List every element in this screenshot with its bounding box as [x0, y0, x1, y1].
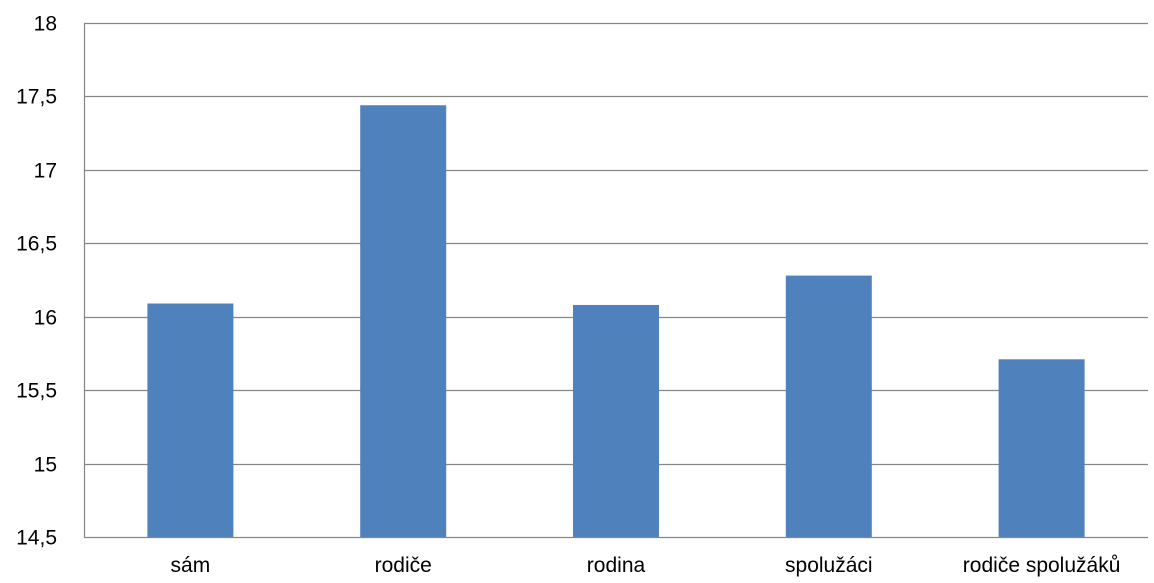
x-category-label: sám — [171, 554, 211, 577]
y-tick-label: 15 — [34, 454, 57, 477]
x-category-label: spolužáci — [785, 554, 873, 577]
bar-2 — [573, 304, 659, 537]
bar-1 — [360, 105, 447, 538]
y-tick-label: 18 — [34, 13, 57, 36]
x-category-label: rodiče — [375, 554, 432, 577]
y-tick-label: 17 — [34, 160, 57, 183]
x-category-label: rodina — [587, 554, 646, 577]
bar-0 — [147, 303, 234, 537]
y-tick-label: 17,5 — [16, 86, 57, 109]
y-tick-label: 15,5 — [16, 380, 57, 403]
axes — [83, 23, 1148, 539]
y-tick-label: 16,5 — [16, 233, 57, 256]
x-category-label: rodiče spolužáků — [963, 554, 1121, 577]
bar-3 — [785, 275, 872, 537]
y-tick-label: 14,5 — [16, 527, 57, 550]
x-axis-category-labels: sám rodiče rodina spolužáci rodiče spolužáků — [171, 554, 1121, 577]
y-tick-label: 16 — [34, 307, 57, 330]
y-axis-tick-labels: 14,5 15 15,5 16 16,5 17 17,5 18 — [16, 13, 57, 550]
bar-4 — [998, 359, 1085, 537]
bars — [147, 105, 1085, 538]
